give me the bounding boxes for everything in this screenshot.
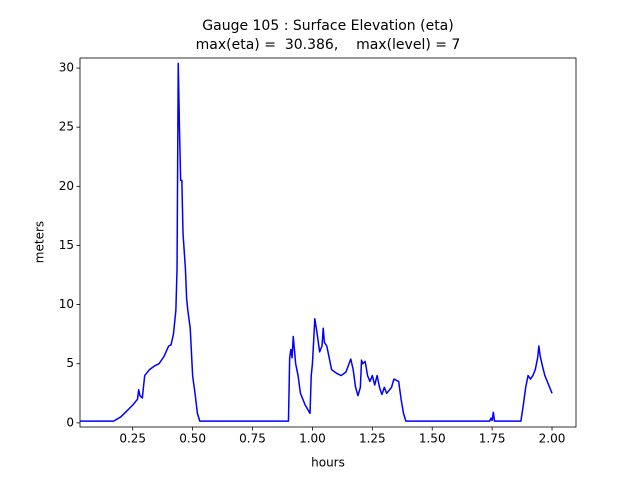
x-axis-label: hours <box>311 456 345 470</box>
data-line <box>80 62 553 422</box>
y-tick-label: 25 <box>59 120 74 134</box>
x-tick-label: 2.00 <box>539 432 566 446</box>
y-tick-label: 20 <box>59 179 74 193</box>
y-tick-label: 0 <box>66 415 74 429</box>
y-tick-label: 15 <box>59 238 74 252</box>
y-tick-label: 30 <box>59 61 74 75</box>
y-tick-label: 10 <box>59 297 74 311</box>
x-tick-label: 0.75 <box>239 432 266 446</box>
y-axis-label: meters <box>33 221 47 263</box>
chart-subtitle: max(eta) = 30.386, max(level) = 7 <box>196 37 461 53</box>
x-tick-label: 1.50 <box>419 432 446 446</box>
x-tick-label: 0.50 <box>179 432 206 446</box>
x-tick-label: 0.25 <box>119 432 146 446</box>
y-tick-label: 5 <box>66 356 74 370</box>
plot-frame <box>79 57 577 428</box>
chart-title: Gauge 105 : Surface Elevation (eta) <box>202 18 453 34</box>
x-tick-label: 1.75 <box>479 432 506 446</box>
x-tick-label: 1.25 <box>359 432 386 446</box>
x-tick-label: 1.00 <box>299 432 326 446</box>
